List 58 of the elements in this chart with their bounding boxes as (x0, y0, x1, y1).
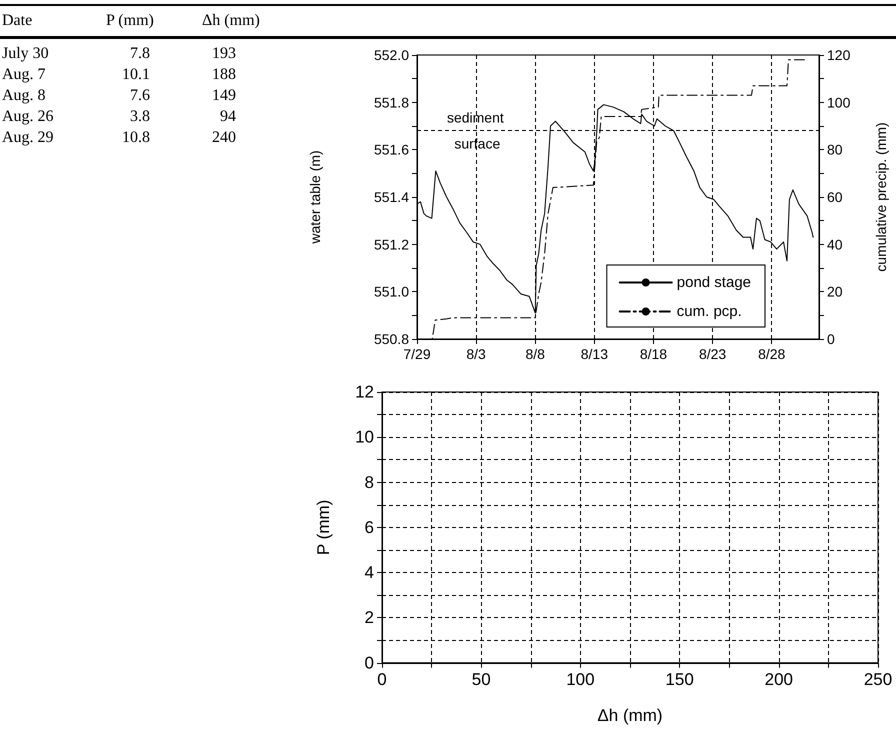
text: July 30 (2, 44, 50, 64)
y-tick-label: 12 (355, 382, 374, 402)
y2-tick-label: 0 (827, 331, 835, 347)
y-tick-label: 551.0 (374, 284, 410, 300)
x-tick-label: 150 (665, 670, 694, 689)
legend-label: pond stage (676, 274, 752, 291)
y-tick-label: 551.8 (374, 94, 410, 110)
legend-label: cum. pcp. (676, 303, 742, 320)
y2-tick-label: 100 (827, 94, 851, 110)
x-tick-label: 100 (566, 670, 595, 689)
y-tick-label: 4 (364, 563, 374, 582)
y-tick-label: 551.4 (374, 189, 410, 205)
y2-tick-label: 20 (827, 284, 843, 300)
text: 7.6 (129, 86, 150, 106)
y-tick-label: 8 (364, 472, 374, 492)
text: P (mm) (106, 11, 154, 31)
x-tick-label: 8/23 (698, 346, 726, 362)
y-tick-label: 2 (364, 608, 374, 628)
text: Aug. 26 (2, 107, 55, 127)
y-tick-label: 550.8 (374, 331, 410, 347)
text: 10.1 (121, 65, 150, 85)
x-tick-label: 200 (764, 670, 793, 689)
y2-axis-title: cumulative precip. (mm) (873, 122, 889, 272)
x-tick-label: 250 (864, 670, 892, 689)
y-tick-label: 551.2 (374, 236, 410, 252)
y-tick-label: 6 (364, 518, 374, 537)
text: 188 (211, 65, 236, 85)
y-tick-label: 551.6 (374, 142, 410, 158)
y-axis-title: water table (m) (307, 150, 323, 245)
text: 149 (211, 86, 236, 106)
x-axis-title: Δh (mm) (597, 706, 663, 725)
text: 94 (219, 107, 236, 127)
y2-tick-label: 40 (827, 236, 843, 252)
x-tick-label: 8/18 (640, 346, 668, 362)
y2-tick-label: 120 (827, 47, 851, 63)
x-tick-label: 8/28 (758, 346, 786, 362)
text: 3.8 (129, 107, 150, 127)
y2-tick-label: 80 (827, 142, 843, 158)
x-tick-label: 8/13 (580, 346, 608, 362)
y-axis-title: P (mm) (314, 500, 333, 556)
y2-tick-label: 60 (827, 189, 843, 205)
text: Date (2, 11, 34, 31)
y-tick-label: 10 (355, 428, 374, 447)
text: Aug. 29 (2, 128, 55, 148)
text: Aug. 8 (2, 86, 47, 106)
text: 10.8 (121, 128, 150, 148)
x-tick-label: 8/8 (526, 346, 546, 362)
text: Δh (mm) (202, 11, 260, 31)
x-tick-label: 8/3 (466, 346, 486, 362)
text: 193 (211, 44, 236, 64)
x-tick-label: 7/29 (403, 346, 431, 362)
y-tick-label: 0 (364, 653, 374, 672)
y-tick-label: 552.0 (374, 47, 410, 63)
text: 7.8 (129, 44, 150, 64)
x-tick-label: 50 (472, 670, 491, 689)
text: Aug. 7 (2, 65, 47, 85)
ref-line-label: sediment surface (446, 110, 508, 152)
text: 240 (211, 128, 236, 148)
